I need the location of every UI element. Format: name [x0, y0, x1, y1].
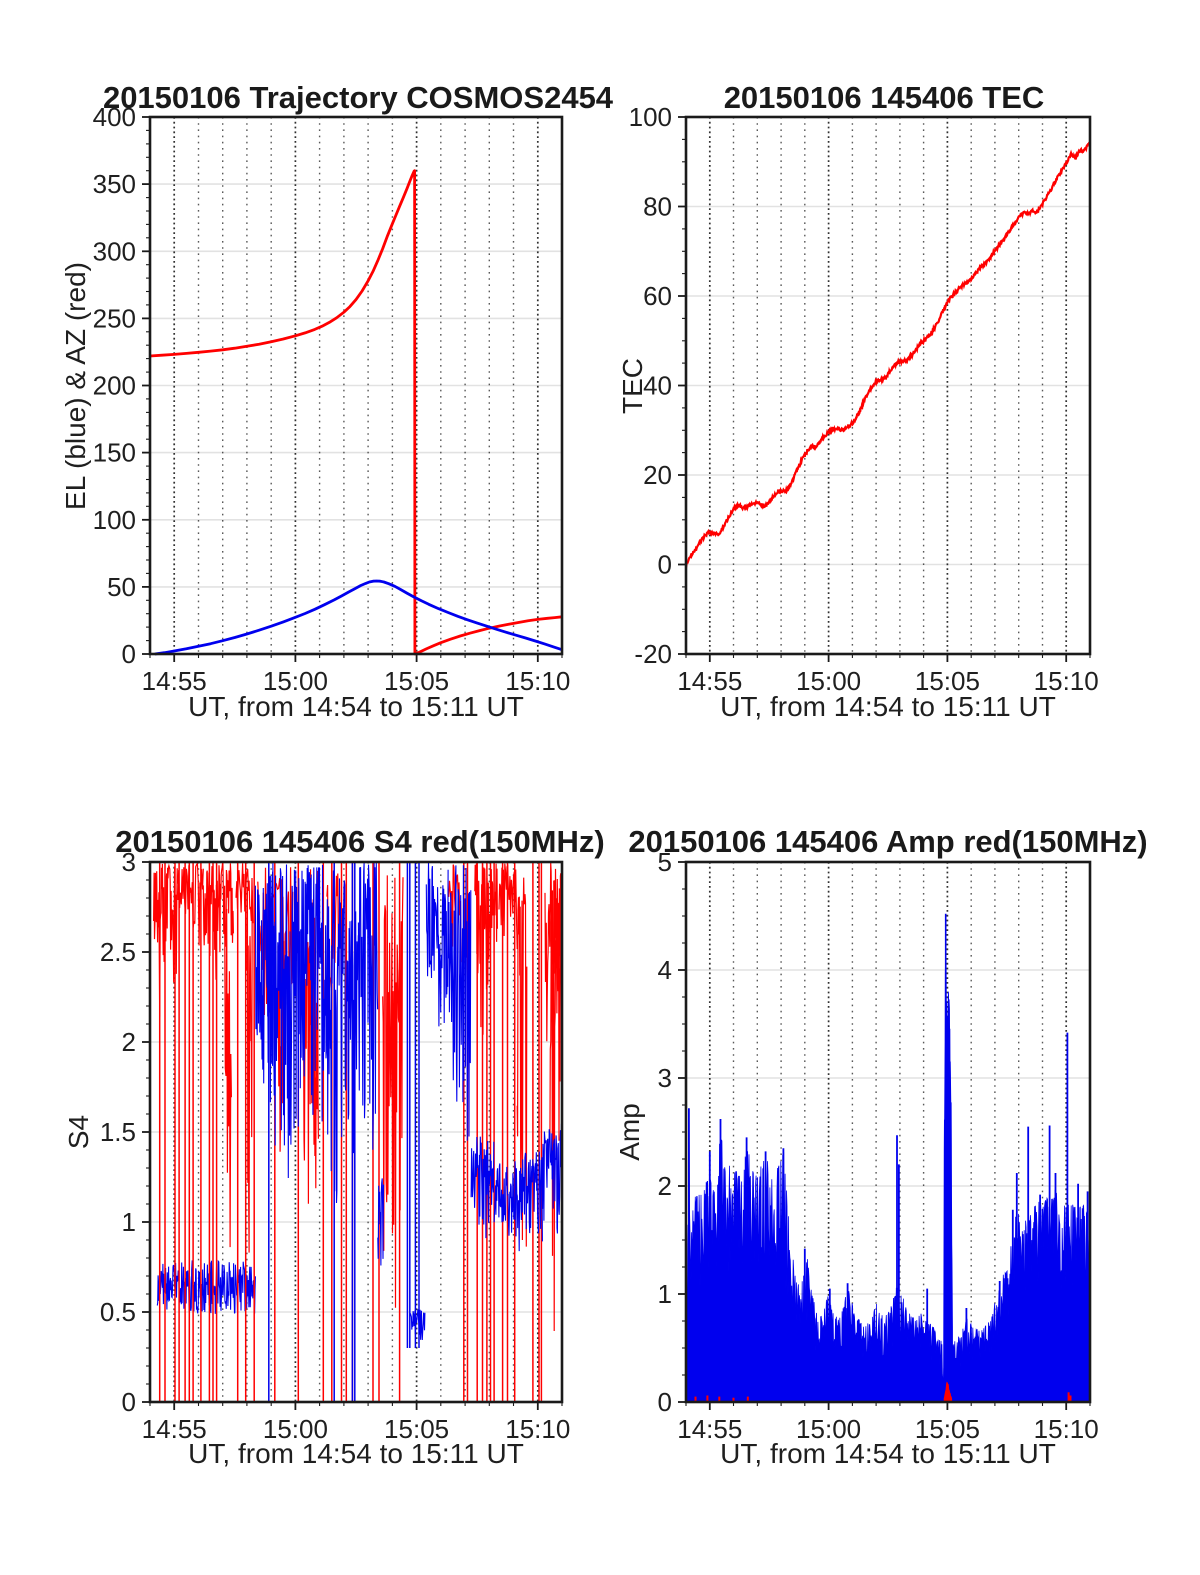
amp-title: 20150106 145406 Amp red(150MHz): [628, 824, 1148, 859]
svg-text:20: 20: [643, 460, 672, 490]
svg-text:15:05: 15:05: [915, 666, 980, 696]
svg-text:2.5: 2.5: [100, 937, 136, 967]
svg-text:1.5: 1.5: [100, 1117, 136, 1147]
svg-text:15:10: 15:10: [505, 1414, 570, 1444]
svg-text:2: 2: [658, 1171, 672, 1201]
trajectory-ylabel: EL (blue) & AZ (red): [60, 262, 91, 510]
svg-text:15:05: 15:05: [915, 1414, 980, 1444]
svg-text:14:55: 14:55: [677, 1414, 742, 1444]
svg-text:0: 0: [658, 550, 672, 580]
svg-text:0: 0: [122, 639, 136, 669]
svg-text:3: 3: [122, 847, 136, 877]
svg-text:150: 150: [93, 438, 136, 468]
svg-text:250: 250: [93, 303, 136, 333]
s4-xlabel: UT, from 14:54 to 15:11 UT: [188, 1438, 524, 1469]
s4-ylabel: S4: [63, 1114, 94, 1150]
svg-text:0: 0: [658, 1387, 672, 1417]
svg-text:-20: -20: [634, 639, 672, 669]
tec-chart: -20 0 20 40 60 80 100 14:55 15:00 15:05 15:10: [629, 102, 1099, 696]
svg-text:15:10: 15:10: [1034, 666, 1099, 696]
svg-text:40: 40: [643, 371, 672, 401]
svg-text:80: 80: [643, 192, 672, 222]
svg-text:100: 100: [93, 505, 136, 535]
svg-text:14:55: 14:55: [142, 1414, 207, 1444]
svg-text:350: 350: [93, 169, 136, 199]
svg-text:15:10: 15:10: [1034, 1414, 1099, 1444]
svg-text:14:55: 14:55: [142, 666, 207, 696]
svg-text:5: 5: [658, 847, 672, 877]
svg-text:1: 1: [658, 1279, 672, 1309]
amp-xlabel: UT, from 14:54 to 15:11 UT: [720, 1438, 1056, 1469]
svg-text:15:05: 15:05: [384, 1414, 449, 1444]
svg-text:15:00: 15:00: [263, 1414, 328, 1444]
svg-text:50: 50: [107, 572, 136, 602]
svg-text:3: 3: [658, 1063, 672, 1093]
svg-text:1: 1: [122, 1207, 136, 1237]
tec-title: 20150106 145406 TEC: [723, 80, 1045, 115]
svg-text:15:00: 15:00: [263, 666, 328, 696]
svg-text:2: 2: [122, 1027, 136, 1057]
svg-text:300: 300: [93, 236, 136, 266]
amp-chart: 0 1 2 3 4 5 14:55 15:00 15:05 15:10: [658, 847, 1099, 1444]
trajectory-title: 20150106 Trajectory COSMOS2454: [102, 80, 614, 115]
svg-text:0.5: 0.5: [100, 1297, 136, 1327]
svg-text:4: 4: [658, 955, 672, 985]
s4-title: 20150106 145406 S4 red(150MHz): [115, 824, 605, 859]
trajectory-xlabel: UT, from 14:54 to 15:11 UT: [188, 691, 524, 722]
svg-text:200: 200: [93, 371, 136, 401]
svg-text:15:10: 15:10: [505, 666, 570, 696]
svg-text:400: 400: [93, 102, 136, 132]
s4-chart: 0 0.5 1 1.5 2 2.5 3 14:55 15:00 15:05 15:10: [100, 847, 570, 1444]
tec-xlabel: UT, from 14:54 to 15:11 UT: [720, 691, 1056, 722]
svg-text:15:00: 15:00: [796, 1414, 861, 1444]
svg-text:60: 60: [643, 281, 672, 311]
svg-text:15:05: 15:05: [384, 666, 449, 696]
amp-ylabel: Amp: [614, 1103, 645, 1161]
svg-text:0: 0: [122, 1387, 136, 1417]
svg-text:100: 100: [629, 102, 672, 132]
trajectory-chart: 0 50 100 150 200 250 300 350 400 14:55 15:00 15:05 1…: [93, 102, 571, 696]
svg-text:15:00: 15:00: [796, 666, 861, 696]
svg-text:14:55: 14:55: [677, 666, 742, 696]
